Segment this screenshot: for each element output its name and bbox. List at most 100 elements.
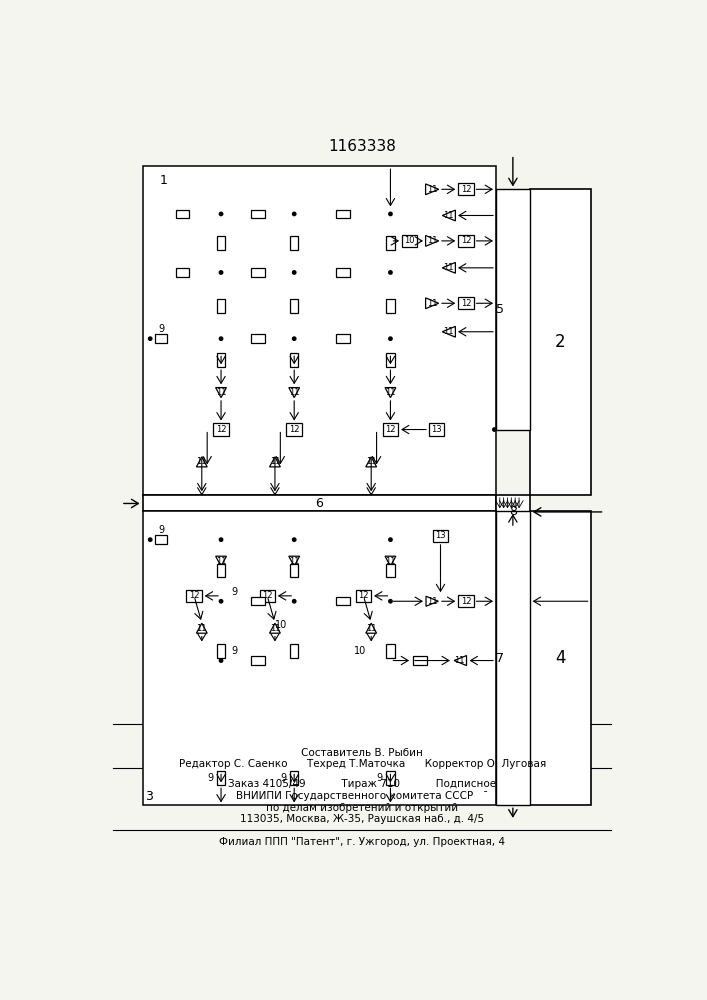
Text: 2: 2 (555, 333, 566, 351)
Text: 11: 11 (197, 457, 207, 466)
Text: 11: 11 (269, 457, 280, 466)
Bar (187, 590, 201, 602)
Circle shape (293, 337, 296, 340)
Polygon shape (385, 556, 396, 566)
Bar (175, 268, 189, 277)
Circle shape (293, 538, 296, 541)
Text: 5: 5 (496, 303, 504, 316)
Text: 11: 11 (443, 211, 453, 220)
Text: 11: 11 (443, 263, 453, 272)
Text: ВНИИПИ Государственного комитета СССР   ¯: ВНИИПИ Государственного комитета СССР ¯ (236, 791, 489, 801)
Bar (290, 236, 298, 250)
Bar (458, 235, 474, 247)
Bar (386, 564, 395, 577)
Polygon shape (443, 262, 455, 273)
Bar (259, 590, 275, 602)
Polygon shape (269, 623, 281, 633)
Bar (458, 297, 474, 309)
Polygon shape (197, 457, 207, 467)
Bar (143, 166, 496, 495)
Text: 1163338: 1163338 (328, 139, 396, 154)
Text: 7: 7 (496, 652, 504, 665)
Text: 13: 13 (431, 425, 442, 434)
Bar (402, 235, 417, 247)
Text: 11: 11 (385, 557, 396, 566)
Text: 1: 1 (160, 174, 168, 187)
Polygon shape (216, 388, 226, 398)
Text: 11: 11 (428, 597, 438, 606)
Text: 9: 9 (281, 773, 286, 783)
Text: 11: 11 (289, 557, 300, 566)
Circle shape (493, 428, 496, 431)
Bar (217, 644, 226, 658)
Text: 10: 10 (354, 646, 366, 656)
Bar (290, 353, 298, 367)
Circle shape (389, 271, 392, 274)
Polygon shape (454, 656, 467, 666)
Polygon shape (197, 623, 207, 633)
Text: 9: 9 (232, 646, 238, 656)
Text: 11: 11 (385, 388, 396, 397)
Polygon shape (366, 457, 377, 467)
Text: 10: 10 (404, 236, 415, 245)
Bar (530, 511, 590, 805)
Text: 12: 12 (262, 591, 272, 600)
Text: Заказ 4105/49           Тираж 710           Подписное: Заказ 4105/49 Тираж 710 Подписное (228, 779, 496, 789)
Text: Составитель В. Рыбин: Составитель В. Рыбин (301, 748, 423, 758)
Text: 12: 12 (189, 591, 199, 600)
Bar (175, 210, 189, 218)
Bar (251, 268, 265, 277)
Bar (382, 423, 398, 436)
Text: 3: 3 (145, 790, 153, 803)
Text: 11: 11 (428, 299, 438, 308)
Polygon shape (385, 388, 396, 398)
Circle shape (148, 538, 152, 541)
Polygon shape (426, 298, 438, 309)
Polygon shape (216, 556, 226, 566)
Circle shape (219, 600, 223, 603)
Bar (155, 535, 167, 544)
Text: Филиал ППП "Патент", г. Ужгород, ул. Проектная, 4: Филиал ППП "Патент", г. Ужгород, ул. Про… (219, 837, 506, 847)
Text: 12: 12 (461, 299, 471, 308)
Text: 11: 11 (366, 624, 376, 633)
Text: 10: 10 (275, 620, 287, 630)
Bar (458, 595, 474, 607)
Bar (251, 334, 265, 343)
Bar (217, 564, 226, 577)
Text: 9: 9 (207, 773, 214, 783)
Bar (286, 423, 302, 436)
Polygon shape (269, 457, 281, 467)
Text: 12: 12 (358, 591, 369, 600)
Bar (217, 299, 226, 312)
Bar (336, 334, 350, 343)
Bar (386, 771, 395, 785)
Text: 6: 6 (315, 497, 323, 510)
Circle shape (293, 212, 296, 216)
Text: 11: 11 (428, 236, 438, 245)
Bar (336, 268, 350, 277)
Bar (496, 511, 530, 805)
Bar (413, 656, 426, 665)
Bar (530, 189, 590, 495)
Text: 11: 11 (269, 624, 280, 633)
Text: 4: 4 (555, 649, 566, 667)
Bar (155, 334, 167, 343)
Text: 9: 9 (377, 773, 382, 783)
Bar (290, 299, 298, 312)
Text: 11: 11 (197, 624, 207, 633)
Bar (433, 530, 448, 542)
Text: по делам изобретений и открытий: по делам изобретений и открытий (267, 803, 458, 813)
Circle shape (219, 659, 223, 662)
Circle shape (389, 600, 392, 603)
Text: 11: 11 (455, 656, 465, 665)
Text: 11: 11 (216, 388, 226, 397)
Bar (290, 644, 298, 658)
Bar (290, 771, 298, 785)
Text: 9: 9 (232, 587, 238, 597)
Circle shape (219, 212, 223, 216)
Bar (290, 564, 298, 577)
Polygon shape (443, 326, 455, 337)
Bar (251, 210, 265, 218)
Bar (386, 236, 395, 250)
Polygon shape (366, 623, 377, 633)
